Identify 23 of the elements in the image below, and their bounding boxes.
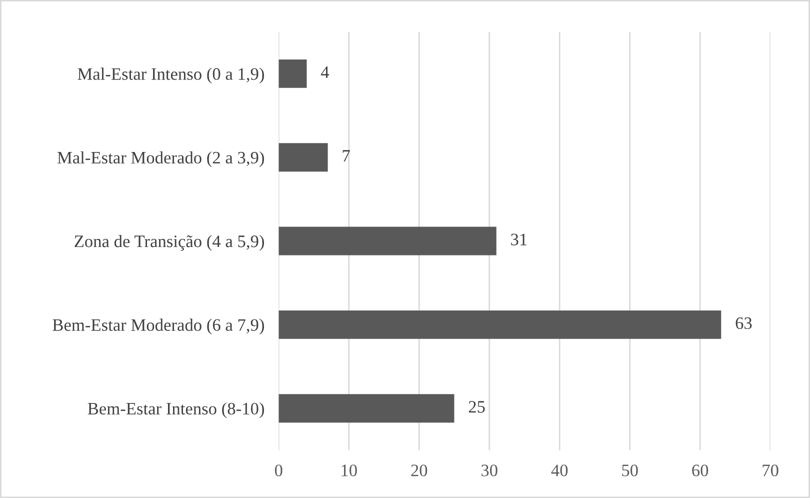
bar	[278, 143, 328, 172]
x-tick-label: 30	[482, 464, 498, 476]
data-label: 31	[511, 234, 527, 246]
bar	[278, 59, 307, 88]
y-tick-label: Mal-Estar Moderado (2 a 3,9)	[57, 151, 264, 168]
x-tick-label: 50	[622, 464, 638, 476]
y-tick-label: Bem-Estar Intenso (8-10)	[88, 402, 264, 418]
x-tick-label: 0	[274, 464, 282, 476]
x-tick-label: 20	[411, 464, 428, 476]
x-tick-label: 70	[762, 464, 778, 476]
y-tick-label: Bem-Estar Moderado (6 a 7,9)	[52, 318, 264, 334]
x-tick-label: 60	[692, 464, 708, 476]
x-tick-label: 10	[342, 464, 357, 476]
bar	[278, 394, 454, 423]
data-label: 25	[468, 401, 485, 413]
data-label: 63	[736, 317, 752, 330]
bar	[278, 226, 496, 256]
y-tick-label: Zona de Transição (4 a 5,9)	[74, 235, 264, 251]
bar	[278, 310, 722, 339]
y-tick-label: Mal-Estar Intenso (0 a 1,9)	[78, 68, 264, 84]
x-tick-label: 40	[551, 464, 568, 476]
data-label: 4	[320, 66, 330, 78]
data-label: 7	[342, 150, 350, 162]
